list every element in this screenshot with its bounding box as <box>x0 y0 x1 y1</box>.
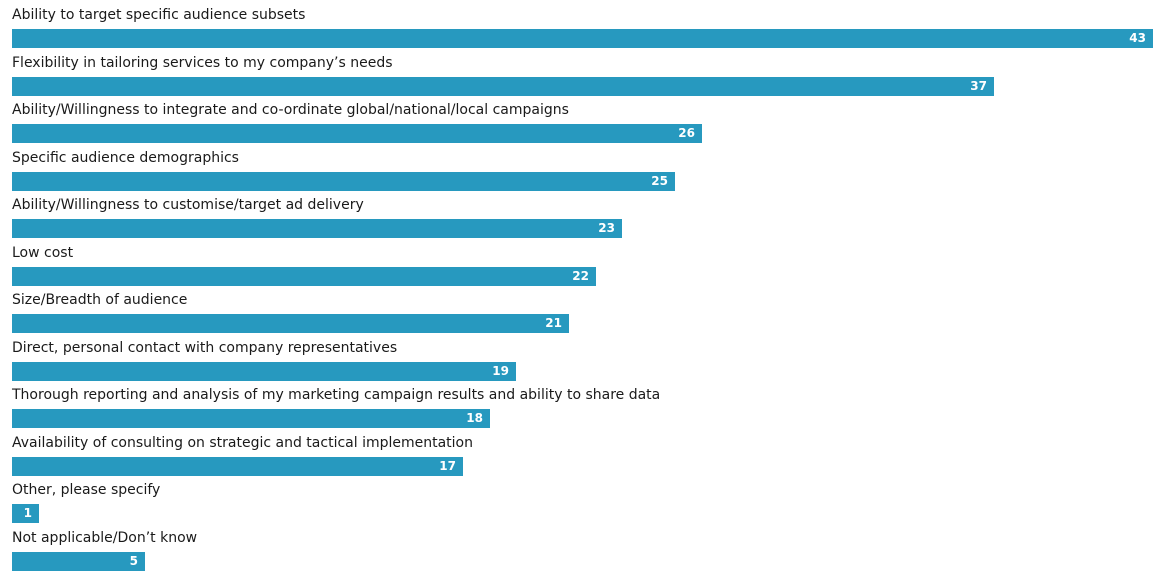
bar: 43 <box>12 29 1153 48</box>
category-label: Ability/Willingness to integrate and co-… <box>12 102 569 118</box>
bar: 25 <box>12 172 675 191</box>
category-label: Thorough reporting and analysis of my ma… <box>12 387 661 403</box>
bar: 17 <box>12 457 463 476</box>
category-label: Size/Breadth of audience <box>12 292 188 308</box>
bar: 18 <box>12 409 490 428</box>
bar-value-label: 17 <box>439 459 456 473</box>
bar-value-label: 21 <box>545 316 562 330</box>
bar: 22 <box>12 267 596 286</box>
bar-value-label: 5 <box>129 554 138 568</box>
bar-value-label: 22 <box>572 269 589 283</box>
category-label: Low cost <box>12 245 74 261</box>
category-label: Direct, personal contact with company re… <box>12 340 398 356</box>
bar-value-label: 23 <box>598 221 615 235</box>
category-label: Specific audience demographics <box>12 150 239 166</box>
category-label: Ability to target specific audience subs… <box>12 7 306 23</box>
bar-value-label: 19 <box>492 364 509 378</box>
category-label: Other, please specify <box>12 482 161 498</box>
bar-value-label: 26 <box>678 126 695 140</box>
bar-value-label: 25 <box>651 174 668 188</box>
bar-value-label: 43 <box>1129 31 1146 45</box>
category-label: Ability/Willingness to customise/target … <box>12 197 364 213</box>
bar: 19 <box>12 362 516 381</box>
bar: 23 <box>12 219 622 238</box>
category-label: Not applicable/Don’t know <box>12 530 198 546</box>
bar-value-label: 37 <box>970 79 987 93</box>
bar: 26 <box>12 124 702 143</box>
bar: 21 <box>12 314 569 333</box>
bar-value-label: 1 <box>23 506 32 520</box>
bar-value-label: 18 <box>466 411 483 425</box>
category-label: Flexibility in tailoring services to my … <box>12 55 393 71</box>
bar: 5 <box>12 552 145 571</box>
bar: 37 <box>12 77 994 96</box>
bar: 1 <box>12 504 39 523</box>
category-label: Availability of consulting on strategic … <box>12 435 473 451</box>
